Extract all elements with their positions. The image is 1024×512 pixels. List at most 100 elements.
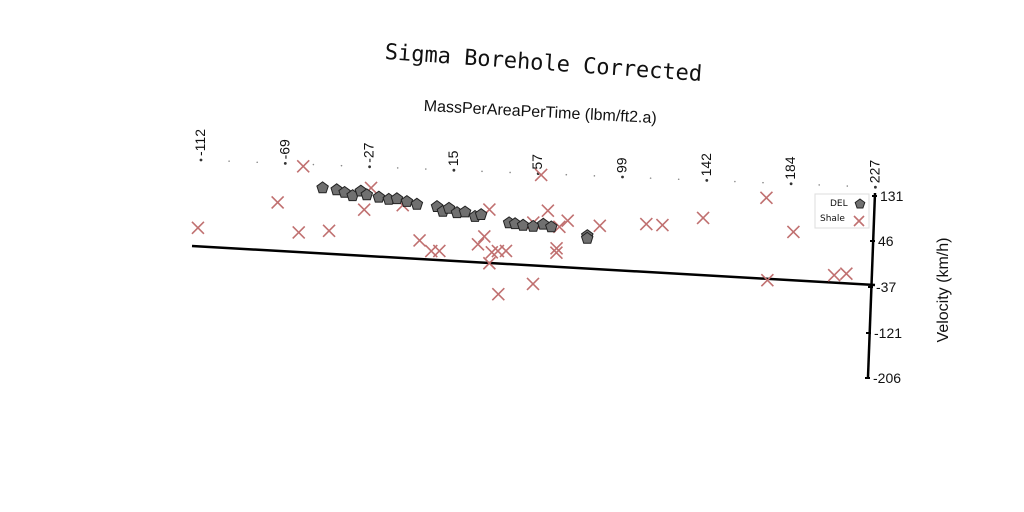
y-tick-label: -37 (876, 279, 896, 295)
x-minor-tick (340, 164, 343, 167)
shale-stroke (322, 224, 336, 238)
shale-point (541, 204, 555, 218)
x-minor-tick (425, 168, 427, 170)
shale-point (534, 168, 548, 182)
x-tick-label: 57 (529, 154, 545, 170)
shale-point (550, 241, 564, 255)
y-tick-label: 46 (878, 233, 894, 249)
shale-point (296, 159, 310, 173)
shale-stroke (550, 241, 564, 255)
shale-stroke (526, 277, 540, 291)
x-minor-tick (396, 167, 399, 169)
x-minor-tick (818, 184, 820, 186)
shale-point (191, 221, 205, 235)
shale-stroke (471, 237, 485, 251)
shale-stroke (839, 267, 853, 281)
del-point (474, 208, 488, 220)
x-tick-label: 227 (866, 160, 882, 184)
x-axis-line (191, 244, 876, 287)
shale-stroke (357, 203, 371, 217)
shale-point (759, 191, 773, 205)
shale-stroke (292, 225, 306, 240)
del-point (360, 188, 374, 201)
del-point (316, 181, 329, 194)
shale-stroke (549, 246, 563, 260)
x-minor-tick (481, 170, 483, 173)
y-axis-line (866, 192, 877, 378)
shale-stroke (477, 229, 491, 243)
shale-stroke (432, 244, 446, 258)
shale-point (482, 256, 496, 270)
x-minor-tick (256, 161, 259, 164)
x-axis-label: MassPerAreaPerTime (lbm/ft2.a) (423, 98, 657, 127)
shale-point (357, 203, 371, 217)
shale-stroke (491, 287, 505, 301)
x-axis-ticks: -112 -69 -27 15 57 99 142 184 227 (192, 129, 882, 189)
x-minor-tick (677, 178, 680, 181)
x-tick-mark (368, 165, 371, 169)
x-tick-mark (874, 185, 877, 189)
shale-point (561, 214, 575, 228)
x-tick-label: -27 (361, 142, 377, 162)
y-axis-ticks: 131 46 -37 -121 -206 (865, 188, 904, 386)
x-tick-label: -69 (276, 139, 292, 159)
shale-stroke (853, 215, 865, 227)
y-axis-label: Velocity (km/h) (935, 238, 952, 343)
shale-point (499, 244, 513, 258)
legend-label-del: DEL (830, 199, 848, 209)
shale-stroke (759, 191, 773, 205)
x-tick-mark (789, 182, 793, 186)
x-minor-tick (846, 185, 849, 187)
shale-point (477, 229, 491, 243)
shale-stroke (482, 256, 496, 270)
y-tick-label: -206 (873, 370, 901, 386)
del-series (316, 181, 594, 244)
x-tick-mark (283, 162, 287, 165)
shale-stroke (827, 268, 841, 282)
shale-point (526, 277, 540, 291)
x-tick-label: 184 (782, 156, 798, 180)
y-tick-label: 131 (880, 188, 904, 204)
legend-marker-shale (853, 215, 865, 227)
del-point (410, 197, 424, 210)
shale-point (271, 195, 285, 210)
chart-title: Sigma Borehole Corrected (384, 40, 703, 87)
x-tick-mark (621, 175, 624, 179)
legend-marker-del (854, 198, 866, 209)
shale-stroke (786, 225, 800, 239)
shale-stroke (541, 204, 555, 218)
shale-point (639, 217, 653, 231)
del-point (580, 231, 594, 244)
y-tick-label: -121 (874, 325, 902, 341)
shale-point (839, 267, 853, 281)
shale-stroke (499, 244, 513, 258)
shale-point (827, 268, 841, 282)
x-minor-tick (312, 163, 315, 166)
shale-point (292, 225, 306, 240)
x-tick-label: 142 (698, 153, 714, 177)
x-minor-tick (565, 173, 568, 176)
x-minor-tick (228, 160, 230, 162)
shale-point (322, 224, 336, 238)
x-tick-mark (452, 168, 456, 172)
x-tick-mark (705, 179, 709, 182)
shale-stroke (191, 221, 205, 235)
del-point (516, 218, 530, 231)
shale-point (696, 211, 710, 225)
x-minor-tick (509, 171, 511, 174)
shale-stroke (593, 219, 607, 233)
shale-stroke (412, 233, 427, 248)
shale-point (655, 218, 669, 232)
shale-point (593, 219, 607, 233)
x-minor-tick (734, 180, 736, 183)
shale-stroke (534, 168, 548, 182)
x-minor-tick (649, 177, 652, 179)
x-tick-label: -112 (192, 129, 208, 156)
legend-label-shale: Shale (820, 214, 845, 224)
shale-stroke (696, 211, 710, 225)
del-point (545, 220, 558, 233)
del-point (372, 190, 386, 203)
shale-stroke (639, 217, 653, 231)
shale-stroke (296, 159, 310, 173)
x-minor-tick (762, 181, 764, 184)
